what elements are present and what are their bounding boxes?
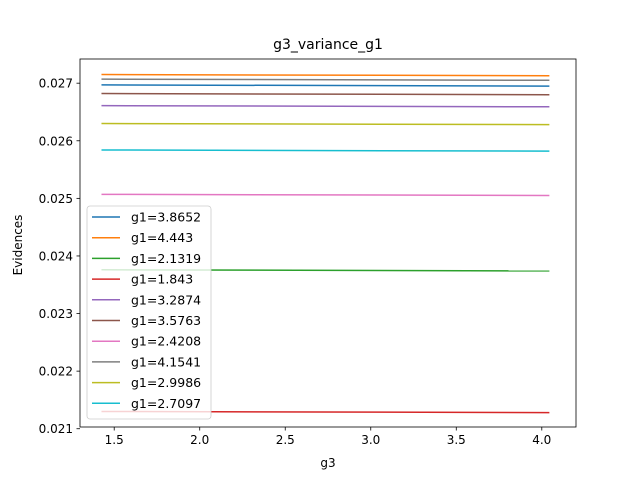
series-line-1 <box>101 73 550 77</box>
legend-label: g1=3.5763 <box>131 313 201 328</box>
chart-title: g3_variance_g1 <box>273 37 383 53</box>
legend-label: g1=4.1541 <box>131 354 201 369</box>
y-tick-label: 0.026 <box>39 134 73 148</box>
y-axis-label: Evidences <box>11 215 25 276</box>
y-tick-label: 0.021 <box>39 422 73 436</box>
x-tick-label: 2.0 <box>190 433 209 447</box>
legend-label: g1=2.9986 <box>131 375 201 390</box>
x-tick-label: 1.5 <box>105 433 124 447</box>
axes-frame <box>79 58 577 428</box>
legend: g1=3.8652 g1=4.443 g1=2.1319 g1=1.843 g1=3.2… <box>86 205 212 420</box>
legend-label: g1=1.843 <box>131 272 193 287</box>
y-tick-label: 0.022 <box>39 365 73 379</box>
x-tick-label: 3.0 <box>361 433 380 447</box>
legend-frame <box>86 205 212 420</box>
y-tick-label: 0.023 <box>39 307 73 321</box>
x-tick-label: 2.5 <box>276 433 295 447</box>
legend-label: g1=2.1319 <box>131 251 201 266</box>
y-tick-label: 0.027 <box>39 77 73 91</box>
series-line-6 <box>101 193 550 197</box>
x-tick-label: 3.5 <box>447 433 466 447</box>
legend-label: g1=4.443 <box>131 230 193 245</box>
plot-area: 1.5 2.0 2.5 3.0 3.5 4.0 0.021 0.022 0.023 0.024 0.… <box>39 58 577 447</box>
legend-label: g1=3.8652 <box>131 210 201 225</box>
series-line-7 <box>101 78 550 82</box>
y-tick-label: 0.024 <box>39 249 73 263</box>
y-tick-label: 0.025 <box>39 192 73 206</box>
legend-label: g1=2.4208 <box>131 334 201 349</box>
series-line-8 <box>101 122 550 126</box>
legend-label: g1=3.2874 <box>131 292 201 307</box>
x-axis-label: g3 <box>320 456 335 470</box>
series-line-0 <box>101 84 550 87</box>
legend-label: g1=2.7097 <box>131 396 201 411</box>
series-line-9 <box>101 149 550 152</box>
series-line-4 <box>101 104 550 108</box>
x-tick-label: 4.0 <box>532 433 551 447</box>
series-line-5 <box>101 92 550 96</box>
